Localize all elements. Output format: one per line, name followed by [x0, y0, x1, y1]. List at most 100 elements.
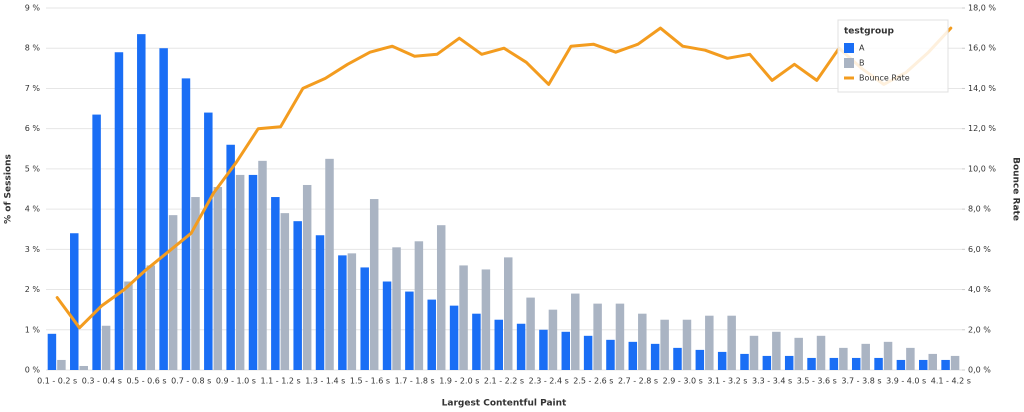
- bar: [213, 186, 223, 370]
- bar: [92, 114, 101, 370]
- bar: [57, 359, 66, 370]
- legend-label: Bounce Rate: [859, 74, 910, 83]
- y2-tick-label: 2,0 %: [968, 325, 991, 334]
- bar: [628, 341, 638, 370]
- y2-tick-label: 12,0 %: [968, 124, 996, 133]
- bar: [325, 158, 334, 370]
- bar: [682, 319, 692, 370]
- bar: [874, 357, 883, 370]
- bar: [548, 309, 558, 370]
- bar: [673, 347, 682, 370]
- bar: [772, 331, 781, 370]
- legend-swatch: [844, 43, 854, 53]
- y-tick-label: 8 %: [25, 44, 41, 53]
- x-tick-label: 2.9 - 3.0 s: [663, 377, 703, 386]
- bar: [593, 303, 602, 370]
- bar: [583, 335, 593, 370]
- bar: [638, 313, 647, 370]
- x-tick-label: 2.5 - 2.6 s: [573, 377, 613, 386]
- bar: [606, 339, 615, 370]
- bar: [740, 353, 749, 370]
- x-tick-label: 1.5 - 1.6 s: [350, 377, 390, 386]
- y2-tick-label: 8,0 %: [968, 205, 991, 214]
- bar: [762, 355, 772, 370]
- legend-title: testgroup: [844, 27, 895, 37]
- legend-box: [837, 19, 949, 93]
- y-axis-title: % of Sessions: [4, 154, 14, 224]
- bar: [302, 184, 312, 370]
- x-tick-label: 0.1 - 0.2 s: [37, 377, 77, 386]
- x-tick-label: 0.3 - 0.4 s: [82, 377, 122, 386]
- bar: [727, 315, 736, 370]
- y2-tick-label: 18,0 %: [968, 4, 996, 13]
- bar: [504, 257, 513, 370]
- bar: [369, 199, 379, 370]
- legend-label: A: [859, 44, 865, 53]
- x-tick-label: 0.7 - 0.8 s: [171, 377, 211, 386]
- bar: [941, 359, 950, 370]
- y2-tick-label: 14,0 %: [968, 84, 996, 93]
- x-tick-label: 2.1 - 2.2 s: [484, 377, 524, 386]
- bar: [338, 255, 347, 370]
- x-tick-label: 1.9 - 2.0 s: [439, 377, 479, 386]
- bar: [906, 347, 915, 370]
- y-tick-label: 2 %: [25, 285, 41, 294]
- bar: [472, 313, 481, 370]
- legend-swatch: [844, 58, 854, 68]
- bar: [695, 349, 705, 370]
- bar: [839, 347, 848, 370]
- bar: [70, 233, 79, 370]
- bar: [226, 144, 235, 370]
- bar: [159, 48, 168, 370]
- x-tick-label: 3.5 - 3.6 s: [797, 377, 837, 386]
- x-tick-label: 1.1 - 1.2 s: [261, 377, 301, 386]
- bar: [896, 359, 906, 370]
- x-tick-label: 4.1 - 4.2 s: [931, 377, 971, 386]
- bar: [526, 297, 535, 370]
- bar: [561, 331, 571, 370]
- bar: [280, 213, 290, 370]
- bar: [807, 357, 816, 370]
- x-tick-label: 0.9 - 1.0 s: [216, 377, 256, 386]
- bar: [883, 341, 893, 370]
- bar: [235, 174, 245, 370]
- y-tick-label: 4 %: [25, 205, 41, 214]
- legend: testgroup AB Bounce Rate: [837, 19, 949, 93]
- bar: [124, 281, 133, 370]
- bar: [928, 353, 937, 370]
- bar: [47, 333, 57, 370]
- bar: [414, 241, 424, 370]
- y2-tick-label: 0,0 %: [968, 366, 991, 375]
- bar: [146, 265, 156, 370]
- bar: [717, 351, 727, 370]
- bar: [258, 160, 267, 370]
- y2-axis-title: Bounce Rate: [1011, 157, 1021, 221]
- bar: [360, 267, 369, 370]
- bar: [137, 34, 146, 371]
- y-tick-label: 6 %: [25, 124, 41, 133]
- bar: [114, 52, 124, 370]
- bar: [315, 235, 325, 370]
- bar: [271, 197, 280, 370]
- bar: [427, 299, 436, 370]
- x-tick-label: 3.1 - 3.2 s: [707, 377, 747, 386]
- bar: [191, 197, 200, 370]
- x-tick-label: 3.3 - 3.4 s: [752, 377, 792, 386]
- bar: [918, 359, 928, 370]
- y2-tick-label: 10,0 %: [968, 164, 996, 173]
- bar: [405, 291, 414, 370]
- y-tick-label: 7 %: [25, 84, 41, 93]
- y2-tick-label: 6,0 %: [968, 245, 991, 254]
- bar: [516, 323, 526, 370]
- line: [55, 26, 953, 330]
- x-tick-label: 1.3 - 1.4 s: [305, 377, 345, 386]
- bar: [494, 319, 503, 370]
- y2-tick-label: 16,0 %: [968, 44, 996, 53]
- bar: [749, 335, 759, 370]
- bar: [481, 269, 491, 370]
- bar: [248, 174, 258, 370]
- x-tick-label: 2.7 - 2.8 s: [618, 377, 658, 386]
- x-axis-title: Largest Contentful Paint: [442, 399, 567, 409]
- bar: [571, 293, 580, 370]
